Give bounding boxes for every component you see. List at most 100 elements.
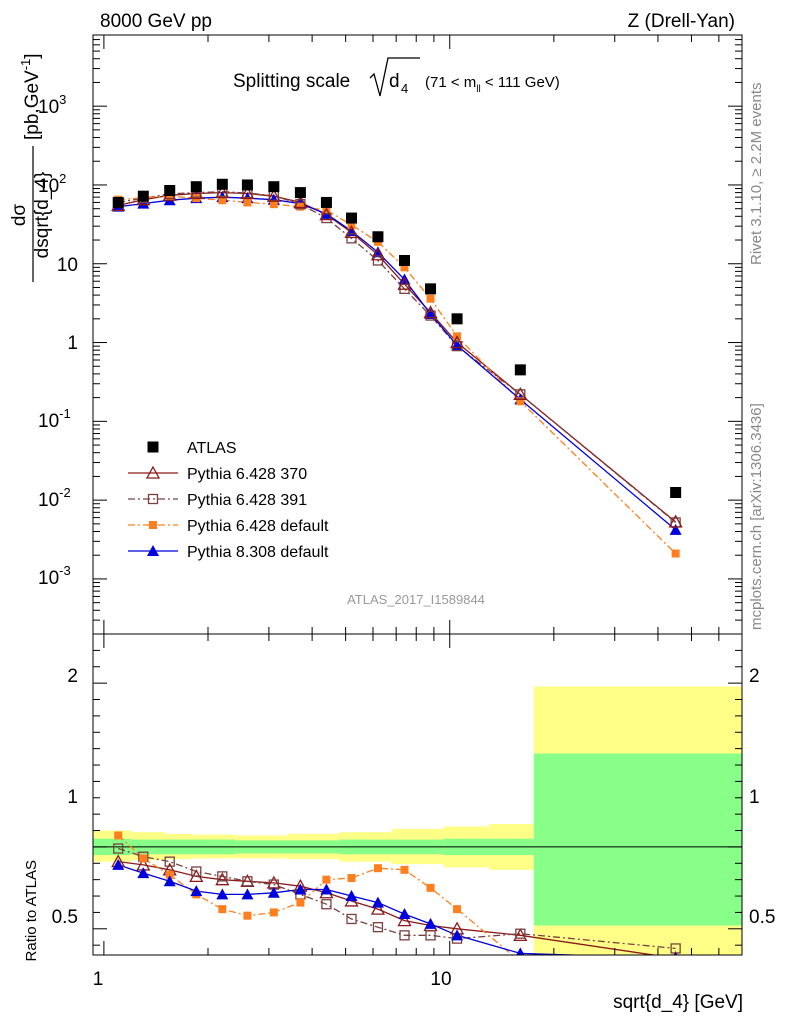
ratio-line-pythia-6-428-default (117, 834, 514, 955)
point-pythia-6-428-370-4 (215, 185, 230, 199)
ratio-point-pythia-6-428-391-3 (191, 866, 202, 877)
point-pythia-6-428-370-5 (240, 186, 255, 200)
ylabel-numerator: dσ (9, 204, 30, 227)
point-atlas-15 (670, 486, 682, 498)
xtick-label-10: 10 (430, 969, 451, 990)
ratio-point-pythia-6-428-default-1 (139, 854, 148, 863)
point-pythia-6-428-default-7 (296, 202, 305, 211)
legend-label-pythia-6-428-default: Pythia 6.428 default (187, 518, 329, 535)
x-tick-labels: 1 10 (93, 969, 452, 990)
ratio-ytick-2: 2 (67, 666, 78, 687)
ytick-label-1e-1: 10-1 (38, 406, 71, 432)
title-main: Splitting scale (233, 71, 350, 92)
ratio-point-pythia-8-308-default-10 (371, 896, 384, 908)
main-panel: 10-3 10-2 10-1 1 10 102 103 Splitting sc… (9, 34, 743, 635)
point-pythia-6-428-default-5 (243, 198, 252, 207)
point-pythia-6-428-default-11 (400, 263, 409, 272)
ratio-point-pythia-6-428-default-8 (322, 875, 331, 884)
legend-marker-pythia-6-428-default (149, 521, 157, 529)
ytick-label-10: 10 (57, 255, 78, 276)
ratio-point-pythia-6-428-391-11 (399, 930, 410, 941)
point-pythia-6-428-default-12 (426, 294, 435, 303)
ratio-point-pythia-6-428-391-5 (242, 876, 253, 887)
ratio-point-pythia-6-428-default-6 (269, 908, 278, 917)
ratio-point-pythia-6-428-default-0 (114, 831, 123, 840)
point-pythia-6-428-370-8 (319, 207, 334, 221)
ratio-point-pythia-6-428-370-11 (397, 913, 412, 927)
point-pythia-6-428-370-9 (344, 225, 359, 239)
ratio-point-pythia-6-428-default-12 (426, 883, 435, 892)
xtick-label-1: 1 (93, 969, 104, 990)
ratio-point-pythia-6-428-default-2 (165, 870, 174, 879)
ylabel-denominator: dsqrt{d_4} (32, 172, 53, 259)
ratio-point-pythia-8-308-default-9 (345, 890, 358, 902)
green-band-5 (533, 753, 742, 926)
point-atlas-0 (112, 196, 124, 208)
ratio-point-pythia-8-308-default-5 (241, 888, 254, 900)
ratio-series-layer (111, 831, 681, 987)
main-y-axis-label: dσ dsqrt{d_4} [pb,GeV-1] (9, 53, 53, 282)
point-pythia-6-428-default-15 (671, 549, 680, 558)
ratio-point-pythia-6-428-391-12 (425, 930, 436, 941)
point-pythia-6-428-default-14 (516, 397, 525, 406)
main-x-ticks (103, 35, 743, 634)
ratio-point-pythia-6-428-default-14 (516, 958, 524, 966)
rivet-label: Rivet 3.1.10, ≥ 2.2M events (748, 83, 765, 266)
legend-marker-pythia-6-428-391 (147, 493, 159, 505)
point-atlas-6 (268, 181, 280, 193)
ratio-point-pythia-6-428-default-4 (218, 905, 227, 914)
point-atlas-14 (514, 364, 526, 376)
x-axis-label: sqrt{d_4} [GeV] (613, 992, 743, 1013)
ratio-point-pythia-8-308-default-15 (674, 952, 678, 955)
ytick-label-1e-2: 10-2 (38, 485, 71, 511)
ratio-panel: 0.5 1 2 0.5 1 2 Ratio to ATLAS 1 10 sqrt… (23, 633, 775, 1013)
ratio-point-pythia-8-308-default-1 (137, 867, 150, 879)
point-pythia-6-428-370-6 (266, 188, 281, 202)
series-line-pythia-6-428-391 (118, 191, 677, 524)
title-range: (71 < mll < 111 GeV) (425, 74, 560, 95)
ratio-point-pythia-6-428-default-15 (672, 979, 680, 987)
point-pythia-6-428-default-6 (269, 200, 278, 209)
ratio-x-ticks (103, 634, 743, 955)
ratio-y-tick-labels-right: 0.5 1 2 (749, 666, 775, 928)
ratio-point-pythia-8-308-default-14 (516, 947, 525, 955)
ratio-y-axis-label: Ratio to ATLAS (23, 860, 40, 961)
ratio-ytick-0.5: 0.5 (52, 907, 78, 928)
ratio-ytick-1: 1 (67, 787, 78, 808)
ratio-point-pythia-6-428-391-2 (164, 856, 175, 867)
point-atlas-12 (425, 283, 437, 295)
ratio-point-pythia-6-428-default-11 (400, 865, 409, 874)
ratio-y-ticks (93, 649, 742, 946)
point-atlas-5 (241, 179, 253, 191)
point-pythia-6-428-391-9 (346, 233, 357, 244)
point-pythia-8-308-default-15 (669, 523, 682, 535)
point-atlas-11 (399, 254, 411, 266)
point-pythia-6-428-default-2 (165, 192, 174, 201)
ratio-point-pythia-6-428-391-0 (113, 843, 124, 854)
point-pythia-6-428-391-10 (372, 255, 384, 266)
point-atlas-10 (372, 231, 384, 243)
point-atlas-8 (320, 196, 332, 208)
point-pythia-6-428-default-9 (347, 221, 356, 230)
ratio-line-pythia-6-428-391 (117, 847, 676, 950)
ratio-point-pythia-6-428-370-10 (370, 901, 386, 915)
legend-marker-atlas (147, 441, 159, 453)
legend-label-atlas: ATLAS (187, 440, 237, 457)
legend-marker-pythia-6-428-370 (145, 465, 161, 479)
point-pythia-6-428-370-14 (513, 386, 528, 401)
main-series-layer (111, 178, 683, 558)
ratio-point-pythia-6-428-391-4 (217, 871, 228, 882)
ratio-point-pythia-6-428-370-4 (215, 872, 230, 886)
legend-label-pythia-6-428-370: Pythia 6.428 370 (187, 466, 307, 483)
ratio-point-pythia-8-308-default-2 (163, 875, 176, 887)
point-atlas-7 (294, 187, 306, 199)
point-atlas-3 (190, 181, 202, 193)
title-sqrt-sub: 4 (401, 81, 408, 96)
ytick-label-1e-3: 10-3 (38, 563, 71, 589)
ratio-point-pythia-8-308-default-7 (294, 883, 307, 895)
point-atlas-2 (164, 185, 176, 197)
ratio-ytick-right-2: 2 (749, 666, 760, 687)
ratio-point-pythia-6-428-default-13 (453, 905, 462, 914)
point-atlas-13 (451, 313, 463, 325)
ratio-point-pythia-8-308-default-3 (190, 885, 203, 897)
